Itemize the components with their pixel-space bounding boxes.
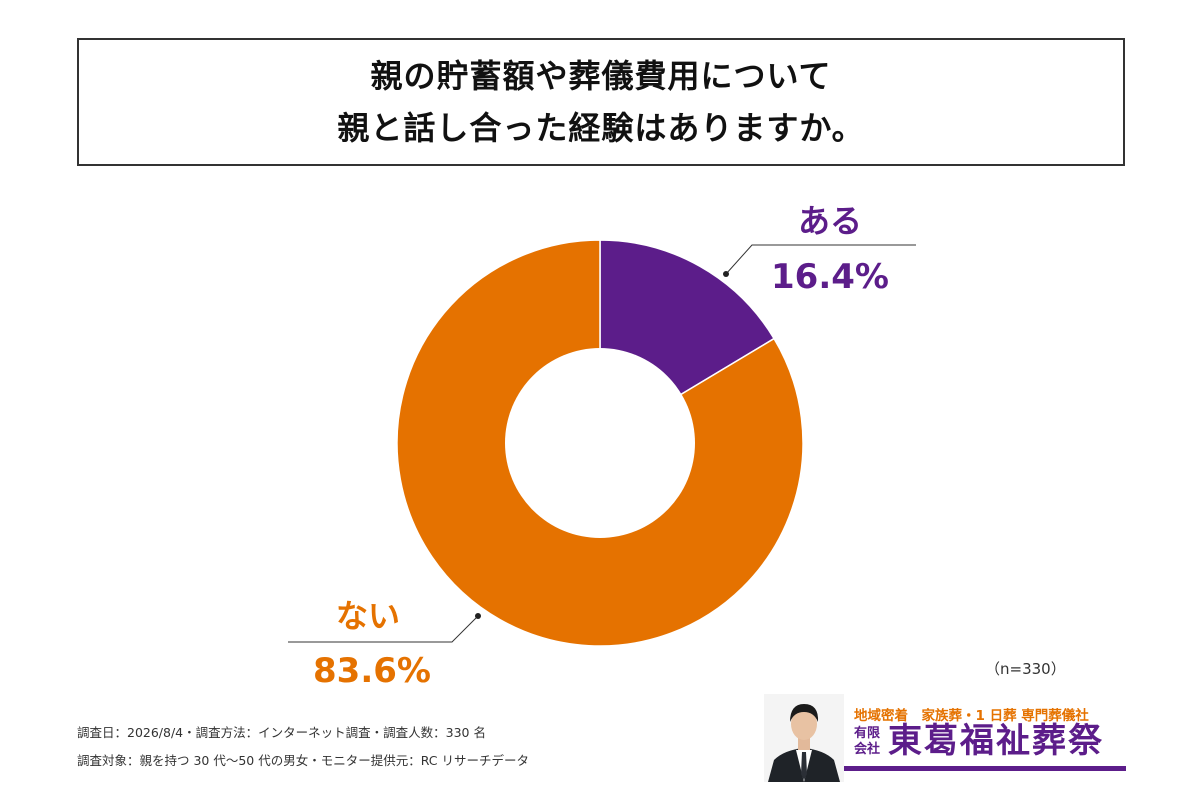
brand-company-type: 有限会社: [854, 726, 881, 757]
chart-title-line-1: 親の貯蓄額や葬儀費用について: [370, 57, 832, 95]
leader-dot-nai: [475, 613, 481, 619]
chart-title-line-2: 親と話し合った経験はありますか。: [337, 109, 865, 147]
title-box: 親の貯蓄額や葬儀費用について 親と話し合った経験はありますか。: [77, 38, 1125, 166]
person-portrait-icon: [764, 694, 844, 782]
leader-dot-aru: [723, 271, 729, 277]
leader-line-nai: [288, 615, 479, 643]
slice-label-aru: ある: [798, 202, 862, 240]
survey-info-line-2: 調査対象：親を持つ 30 代〜50 代の男女・モニター提供元：RC リサーチデー…: [77, 753, 529, 768]
brand-tagline: 地域密着 家族葬・1 日葬 専門葬儀社: [854, 708, 1089, 724]
slice-label-nai: ない: [336, 597, 400, 635]
survey-info-line-1: 調査日：2026/8/4・調査方法：インターネット調査・調査人数：330 名: [77, 725, 486, 740]
brand-underline: [844, 766, 1126, 771]
leader-line-aru: [725, 244, 916, 275]
sample-size: （n=330）: [985, 660, 1066, 678]
slice-value-aru: 16.4%: [771, 257, 889, 297]
slice-value-nai: 83.6%: [313, 651, 431, 691]
brand-logo: 地域密着 家族葬・1 日葬 専門葬儀社 有限会社 東葛福祉葬祭: [764, 694, 1126, 782]
brand-name: 東葛福祉葬祭: [888, 721, 1104, 761]
donut-hole: [505, 348, 695, 538]
